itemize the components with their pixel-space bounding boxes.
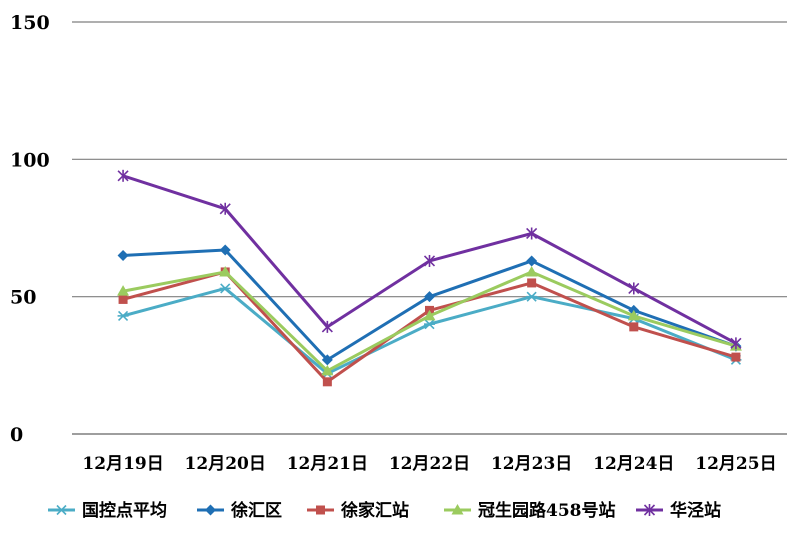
series-3 [117,265,742,376]
data-point [423,254,436,267]
legend-item: 徐家汇站 [307,500,409,521]
data-point [526,227,538,240]
data-point [118,294,128,304]
series-4 [117,169,742,350]
y-tick-label: 50 [10,287,36,309]
x-tick-label: 12月19日 [82,454,163,474]
legend: 国控点平均 徐汇区 徐家汇站 冠生园路458号站 华泾站 [48,500,721,521]
legend-item: 冠生园路458号站 [444,500,616,521]
x-tick-label: 12月22日 [389,454,470,474]
data-point [219,265,232,277]
data-point [219,283,231,294]
legend-label: 徐家汇站 [340,500,409,521]
y-tick-label: 150 [10,12,50,34]
data-point [424,319,435,330]
legend-marker [56,504,67,516]
series-2 [118,267,741,387]
x-tick-label: 12月23日 [491,454,572,474]
data-point [424,291,435,303]
data-point [117,285,130,296]
legend-label: 冠生园路458号站 [478,500,616,521]
legend-marker [205,504,216,516]
x-tick-label: 12月25日 [695,454,776,474]
legend-marker [451,504,464,515]
data-point [117,169,129,182]
legend-label: 华泾站 [670,500,721,521]
data-point [117,310,129,321]
x-tick-label: 12月20日 [185,454,266,474]
data-point [526,291,538,302]
legend-item: 徐汇区 [197,500,282,521]
data-point [627,309,640,321]
data-point [219,244,231,256]
data-point [321,364,334,376]
data-point [321,354,333,366]
y-axis-ticks: 0 50 100 150 [10,12,50,446]
data-point [117,249,129,261]
series-line [122,270,737,384]
x-axis-ticks: 12月19日 12月20日 12月21日 12月22日 12月23日 12月24日 12月2… [82,454,776,474]
data-point [629,322,639,332]
y-tick-label: 100 [10,149,50,171]
data-point [526,255,538,267]
data-point [423,309,436,321]
data-point [525,265,538,277]
gridlines [72,21,787,435]
legend-item: 国控点平均 [48,500,167,521]
legend-label: 徐汇区 [230,500,282,521]
x-tick-label: 12月21日 [287,454,368,474]
legend-marker [316,505,325,515]
x-tick-label: 12月24日 [593,454,674,474]
legend-label: 国控点平均 [82,500,167,521]
legend-marker [643,504,656,516]
data-point [628,282,640,295]
data-point [322,377,332,387]
data-point [730,337,742,350]
series-group [117,169,742,387]
data-point [731,352,741,362]
legend-item: 华泾站 [636,500,721,521]
y-tick-label: 0 [10,424,23,446]
data-point [527,278,537,288]
data-point [321,320,333,333]
data-point [219,202,231,215]
